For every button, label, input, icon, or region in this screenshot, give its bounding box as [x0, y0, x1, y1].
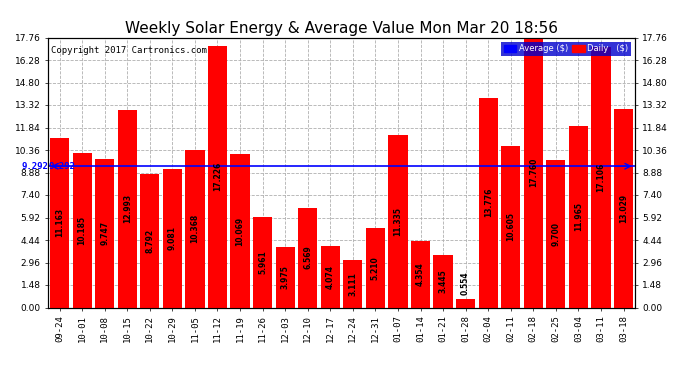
Legend: Average ($), Daily   ($): Average ($), Daily ($)	[501, 42, 631, 56]
Text: 4.354: 4.354	[416, 262, 425, 286]
Bar	[208, 46, 227, 308]
Bar	[298, 208, 317, 308]
Bar	[569, 126, 588, 308]
Bar	[72, 153, 92, 308]
Text: 13.029: 13.029	[619, 194, 628, 223]
Text: 5.961: 5.961	[258, 251, 267, 274]
Text: 3.111: 3.111	[348, 272, 357, 296]
Bar	[366, 228, 385, 308]
Bar	[321, 246, 340, 308]
Text: 9.292: 9.292	[48, 162, 75, 171]
Text: 17.760: 17.760	[529, 158, 538, 187]
Text: Copyright 2017 Cartronics.com: Copyright 2017 Cartronics.com	[51, 46, 207, 55]
Text: 8.792: 8.792	[146, 229, 155, 253]
Title: Weekly Solar Energy & Average Value Mon Mar 20 18:56: Weekly Solar Energy & Average Value Mon …	[125, 21, 558, 36]
Bar	[388, 135, 408, 308]
Bar	[253, 217, 272, 308]
Text: 0.554: 0.554	[461, 271, 470, 294]
Bar	[163, 170, 182, 308]
Text: 10.185: 10.185	[78, 216, 87, 244]
Bar	[95, 159, 115, 308]
Text: 17.106: 17.106	[596, 163, 605, 192]
Bar	[140, 174, 159, 308]
Text: 6.569: 6.569	[303, 246, 312, 270]
Text: 9.292: 9.292	[21, 162, 48, 171]
Bar	[186, 150, 204, 308]
Bar	[591, 48, 611, 308]
Text: 9.081: 9.081	[168, 226, 177, 251]
Bar	[50, 138, 69, 308]
Bar	[411, 241, 430, 308]
Bar	[614, 110, 633, 308]
Text: 10.368: 10.368	[190, 214, 199, 243]
Text: 10.605: 10.605	[506, 212, 515, 242]
Text: 12.993: 12.993	[123, 194, 132, 223]
Bar	[433, 255, 453, 308]
Text: 5.210: 5.210	[371, 256, 380, 280]
Bar	[230, 154, 250, 308]
Bar	[546, 160, 565, 308]
Bar	[343, 260, 362, 308]
Text: 4.074: 4.074	[326, 264, 335, 288]
Text: 11.335: 11.335	[393, 207, 402, 236]
Text: 3.975: 3.975	[281, 266, 290, 289]
Text: 11.163: 11.163	[55, 208, 64, 237]
Text: 9.747: 9.747	[100, 221, 109, 246]
Text: 17.226: 17.226	[213, 162, 222, 191]
Text: 10.069: 10.069	[235, 216, 244, 246]
Text: 3.445: 3.445	[439, 270, 448, 293]
Text: 13.776: 13.776	[484, 188, 493, 218]
Bar	[524, 38, 543, 308]
Text: 11.965: 11.965	[574, 202, 583, 231]
Bar	[456, 299, 475, 307]
Bar	[501, 146, 520, 308]
Bar	[479, 98, 497, 308]
Text: 9.700: 9.700	[551, 222, 560, 246]
Bar	[118, 110, 137, 308]
Bar	[275, 247, 295, 308]
